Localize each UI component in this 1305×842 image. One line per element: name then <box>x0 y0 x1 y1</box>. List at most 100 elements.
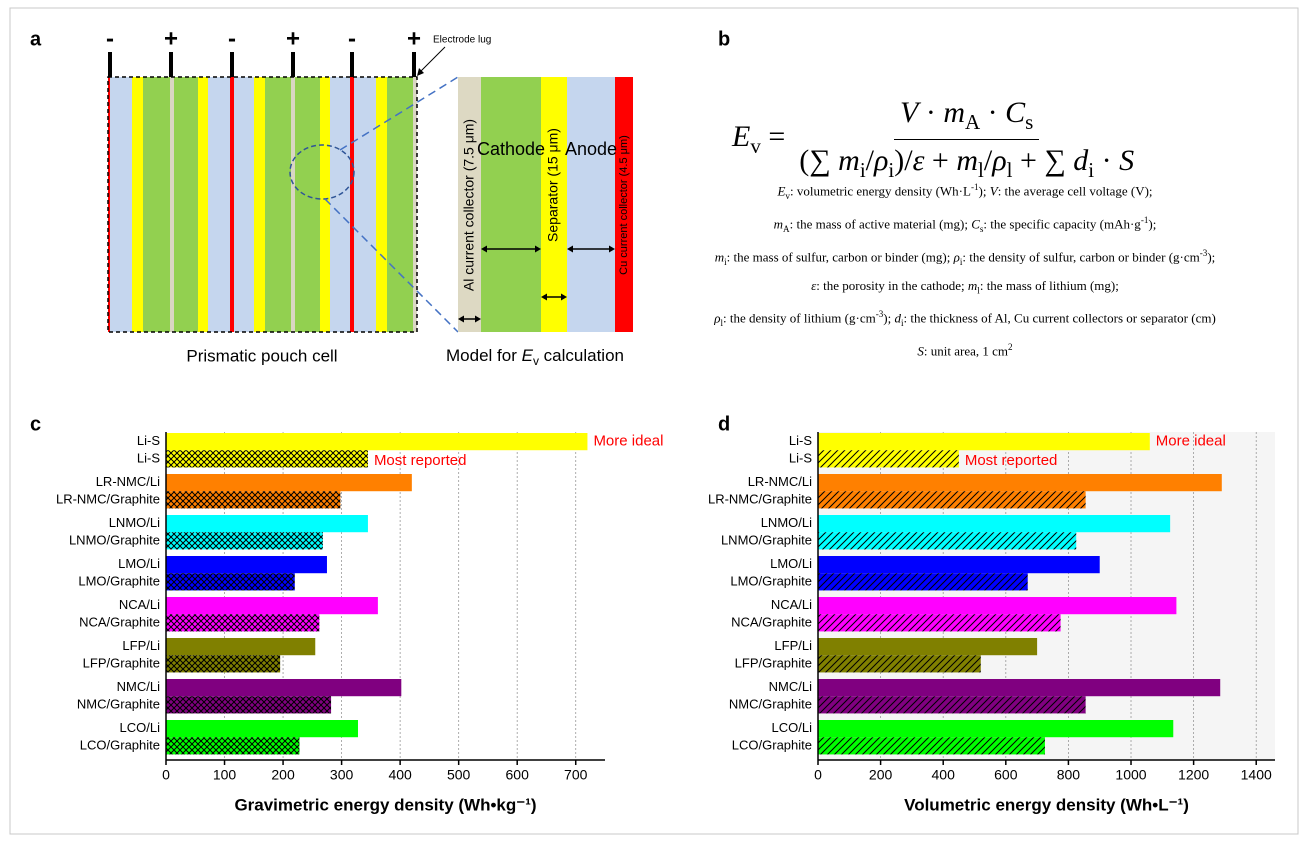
math-symbol: ε <box>912 144 925 177</box>
panel-label: b <box>718 28 730 50</box>
text: + <box>924 144 957 177</box>
cell-layer <box>265 77 291 332</box>
math-symbol: E <box>732 120 751 153</box>
text: : the mass of sulfur, carbon or binder (… <box>726 249 954 265</box>
cell-layer <box>295 77 320 332</box>
cell-outline <box>107 76 418 333</box>
bar <box>166 655 281 673</box>
subscript: l <box>978 158 984 182</box>
math-symbol: V <box>989 183 998 199</box>
cell-layer <box>320 77 330 332</box>
layer-label: Cathode <box>477 139 545 159</box>
bar <box>818 737 1045 755</box>
electrode-lug <box>291 52 295 77</box>
bar <box>166 491 341 509</box>
denominator: (∑ mi/ρi)/ε + ml/ρl + ∑ di · S <box>793 140 1140 183</box>
y-tick-label: NMC/Graphite <box>729 696 812 711</box>
y-tick-label: LFP/Li <box>122 638 160 653</box>
x-tick-label: 1000 <box>1115 767 1146 783</box>
annotation: Most reported <box>965 452 1058 469</box>
arrow-head <box>541 293 567 301</box>
subscript: i <box>888 158 895 182</box>
text: : the mass of lithium (mg); <box>979 277 1119 293</box>
superscript: -1 <box>970 182 979 192</box>
layer-label: Al current collector (7.5 μm) <box>461 119 477 291</box>
definition-line: ρl: the density of lithium (g·cm-3); di:… <box>625 302 1305 335</box>
cell-layer <box>234 77 254 332</box>
y-tick-label: LMO/Li <box>770 556 812 571</box>
electrode-lug <box>412 52 416 77</box>
text: ); <box>1207 249 1216 265</box>
cell-layer <box>291 77 295 332</box>
definition-line: mA: the mass of active material (mg); Cs… <box>625 208 1305 241</box>
equation-lhs: Ev = <box>732 120 785 159</box>
subscript: l <box>720 318 723 329</box>
text: : the specific capacity (mAh·g <box>983 216 1141 232</box>
x-tick-label: 0 <box>814 767 822 783</box>
subscript: s <box>979 223 984 234</box>
panel-label: d <box>718 413 730 435</box>
y-tick-label: LCO/Li <box>120 720 161 735</box>
y-tick-label: LR-NMC/Graphite <box>708 491 812 506</box>
math-symbol: m <box>956 144 978 177</box>
text: calculation <box>539 346 624 365</box>
bar <box>818 655 981 673</box>
cell-layer <box>110 77 132 332</box>
y-tick-label: LFP/Li <box>774 638 812 653</box>
definition-line: ε: the porosity in the cathode; ml: the … <box>625 274 1305 303</box>
superscript: 2 <box>1008 342 1013 353</box>
panel-label: c <box>30 413 41 435</box>
cell-layer <box>230 77 234 332</box>
y-tick-label: LMO/Graphite <box>730 573 812 588</box>
bar <box>818 532 1077 550</box>
math-symbol: E <box>522 346 534 365</box>
text: · <box>918 96 944 129</box>
figure-frame <box>9 7 1299 835</box>
cell-layer <box>330 77 350 332</box>
y-tick-label: LNMO/Graphite <box>721 532 812 547</box>
text: : the porosity in the cathode; <box>816 277 968 293</box>
bar <box>166 556 327 574</box>
superscript: -3 <box>875 309 884 320</box>
text: + ∑ <box>1012 144 1074 177</box>
model-layer <box>567 77 615 332</box>
pouch-cell-diagram: - + - + - + Electrode lug Prismatic pouch cell A… <box>106 25 633 368</box>
x-tick-label: 100 <box>213 767 237 783</box>
subscript: v <box>750 134 761 158</box>
text: (∑ <box>799 144 839 177</box>
definition-line: S: unit area, 1 cm2 <box>625 335 1305 363</box>
cell-layer <box>170 77 174 332</box>
y-tick-label: NCA/Li <box>119 597 160 612</box>
arrow-head <box>458 315 481 323</box>
x-tick-label: 1400 <box>1241 767 1272 783</box>
text: : unit area, 1 cm <box>923 343 1009 359</box>
y-tick-label: LCO/Graphite <box>80 737 160 752</box>
lug-sign: - <box>106 25 114 52</box>
y-tick-label: LNMO/Li <box>761 515 812 530</box>
text: · <box>1094 144 1120 177</box>
y-tick-label: LNMO/Li <box>109 515 160 530</box>
x-tick-label: 300 <box>330 767 354 783</box>
bar <box>166 679 402 697</box>
cell-layer <box>108 77 110 332</box>
bar <box>818 515 1171 533</box>
text: / <box>865 144 874 177</box>
arrow-head <box>417 68 424 76</box>
cell-layer <box>132 77 143 332</box>
layer-label: Separator (15 μm) <box>545 128 561 242</box>
text: / <box>983 144 993 177</box>
math-symbol: ρ <box>992 144 1007 177</box>
cell-layer <box>376 77 387 332</box>
numerator: V · mA · Cs <box>893 96 1040 140</box>
text: Model for <box>446 346 522 365</box>
text: ); <box>883 310 895 326</box>
cell-layer <box>350 77 354 332</box>
bar <box>818 597 1177 615</box>
math-symbol: E <box>777 183 786 199</box>
cell-layer <box>208 77 230 332</box>
model-layer <box>481 77 541 332</box>
math-symbol: ρ <box>714 310 721 326</box>
y-tick-label: Li-S <box>789 433 812 448</box>
math-symbol: m <box>943 96 965 129</box>
